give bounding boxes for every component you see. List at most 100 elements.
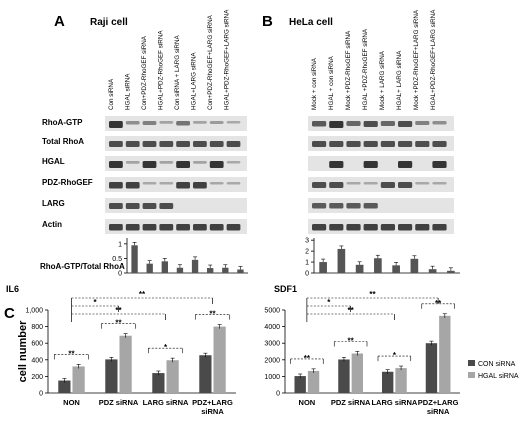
blot-band xyxy=(209,141,224,147)
category-label: NON xyxy=(63,398,80,407)
y-tick-label: 1 xyxy=(305,260,309,267)
blot-band xyxy=(193,161,207,164)
sig-mark: ** xyxy=(115,319,122,328)
category-label: siRNA xyxy=(427,407,450,416)
lane-label: Con siRNA xyxy=(108,78,115,110)
blot-band xyxy=(312,203,327,209)
blot-band xyxy=(109,161,123,168)
ratio-bar xyxy=(146,263,153,273)
blot-strip xyxy=(105,116,247,131)
blot-band xyxy=(363,203,378,209)
blot-strip xyxy=(105,177,247,192)
lane-label: HGAL + con siRNA xyxy=(328,55,335,110)
ratio-bar xyxy=(355,264,364,273)
bar xyxy=(199,355,212,393)
panel-b-letter: B xyxy=(262,13,273,30)
blot-band xyxy=(329,161,344,168)
category-label: PDZ+LARG xyxy=(192,398,233,407)
row-label-larg: LARG xyxy=(42,199,65,208)
blot-band xyxy=(209,182,224,185)
y-tick-label: 4000 xyxy=(264,324,280,331)
blot-band xyxy=(159,182,174,185)
row-label-pdz-rhogef: PDZ-RhoGEF xyxy=(42,178,93,187)
category-label: siRNA xyxy=(201,407,224,416)
raji-ratio-chart: 00.51 xyxy=(112,238,248,278)
blot-band xyxy=(363,224,378,231)
chart-title: SDF1 xyxy=(274,284,297,294)
lane-label: Mock +PDZ-RhoGEF+LARG siRNA xyxy=(413,9,420,110)
y-tick-label: 400 xyxy=(31,357,43,364)
blot-band xyxy=(109,141,123,147)
blot-band xyxy=(193,182,207,189)
blot-band xyxy=(176,121,190,126)
sig-mark: ** xyxy=(209,310,216,319)
blot-band xyxy=(432,161,447,168)
y-tick-label: 800 xyxy=(31,324,43,331)
cross-sig-mark: ** xyxy=(115,306,122,315)
y-tick-label: 1,000 xyxy=(25,308,43,315)
lane-label: Con+PDZ-RhoGEF siRNA xyxy=(141,35,148,110)
blot-band xyxy=(142,161,157,168)
bar xyxy=(58,380,71,393)
row-label-total-rhoa: Total RhoA xyxy=(42,137,84,146)
bar xyxy=(213,326,226,393)
blot-band xyxy=(346,121,361,126)
y-tick-label: 5000 xyxy=(264,308,280,315)
blot-band xyxy=(209,121,224,124)
blot-strip xyxy=(105,136,247,151)
blot-band xyxy=(142,224,157,231)
panel-b-title: HeLa cell xyxy=(289,17,333,28)
blot-band xyxy=(159,141,174,147)
panel-a-title: Raji cell xyxy=(90,17,128,28)
blot-band xyxy=(415,224,430,231)
blot-band xyxy=(346,224,361,231)
blot-band xyxy=(398,161,413,168)
blot-band xyxy=(226,141,241,147)
blot-band xyxy=(226,121,241,124)
ratio-bar xyxy=(176,267,184,273)
category-label: LARG siRNA xyxy=(371,398,417,407)
lane-label: Con siRNA + LARG siRNA xyxy=(174,34,181,110)
blot-band xyxy=(176,182,190,189)
bar xyxy=(395,368,407,393)
cross-sig-mark: ** xyxy=(139,290,146,299)
blot-band xyxy=(142,203,157,209)
y-tick-label: 2000 xyxy=(264,357,280,364)
bar xyxy=(72,366,85,393)
category-label: LARG siRNA xyxy=(143,398,189,407)
y-tick-label: 0 xyxy=(305,271,309,278)
lane-label: HGAL+PDZ-RhoGEF+LARG siRNA xyxy=(224,9,231,110)
blot-band xyxy=(380,224,395,231)
blot-band xyxy=(363,161,378,168)
bar xyxy=(307,370,320,393)
blot-band xyxy=(432,141,447,147)
ratio-bar xyxy=(161,261,168,273)
legend-label-hgal: HGAL siRNA xyxy=(478,373,519,380)
blot-band xyxy=(109,182,123,189)
lane-label: HGAL+PDZ-RhoGEF siRNA xyxy=(158,30,165,110)
blot-band xyxy=(312,141,327,147)
blot-band xyxy=(363,121,378,127)
y-tick-label: 1 xyxy=(118,241,122,248)
blot-band xyxy=(159,161,174,164)
blot-band xyxy=(432,224,447,231)
ratio-bar xyxy=(447,270,455,273)
ratio-bar xyxy=(131,245,138,273)
blot-band xyxy=(432,121,447,125)
bar xyxy=(119,335,132,393)
ratio-bar xyxy=(207,268,214,273)
y-axis-label: cell number xyxy=(17,320,29,382)
blot-band xyxy=(193,141,207,147)
blot-band xyxy=(142,121,157,125)
blot-band xyxy=(109,203,123,209)
blot-band xyxy=(193,121,207,124)
lane-label: Mock + con siRNA xyxy=(311,57,318,110)
bar xyxy=(105,359,118,393)
ratio-bar xyxy=(319,262,327,273)
blot-strip xyxy=(308,198,454,213)
ratio-bar xyxy=(222,267,229,273)
blot-strip xyxy=(105,198,247,213)
panel-b-lane-labels: Mock + con siRNA HGAL + con siRNA Mock +PD… xyxy=(311,9,437,110)
